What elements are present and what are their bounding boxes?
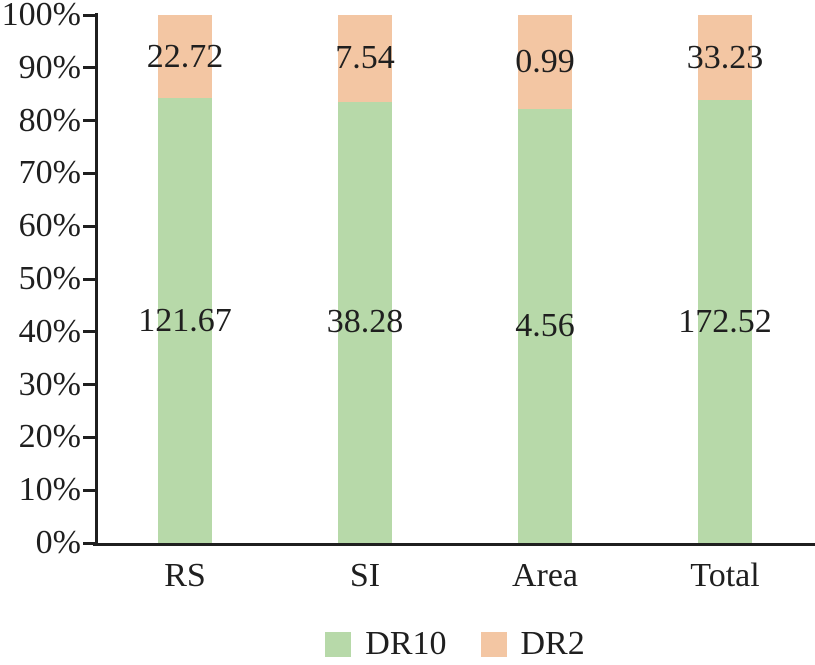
bar-segment-dr10-total — [698, 100, 752, 543]
y-axis-tick-label: 80% — [18, 101, 81, 139]
y-axis-tick-mark — [83, 66, 95, 70]
x-axis-label-total: Total — [690, 557, 760, 594]
y-axis-tick-mark — [83, 488, 95, 492]
data-label-dr10-si: 38.28 — [326, 303, 404, 341]
y-axis-tick-mark — [83, 224, 95, 228]
data-label-dr2-si: 7.54 — [335, 39, 395, 77]
y-axis-tick-label: 70% — [18, 154, 81, 192]
y-axis-tick-label: 30% — [18, 365, 81, 403]
y-axis-tick-mark — [83, 13, 95, 17]
legend-label-dr2: DR2 — [520, 625, 585, 662]
data-label-dr2-rs: 22.72 — [146, 37, 224, 75]
legend-item-dr2: DR2 — [480, 625, 585, 662]
y-axis-tick-mark — [83, 383, 95, 387]
y-axis-tick-label: 50% — [18, 260, 81, 297]
legend-item-dr10: DR10 — [325, 625, 447, 662]
bar-segment-dr10-rs — [158, 98, 212, 543]
chart-legend: DR10 DR2 — [95, 625, 815, 662]
data-label-dr2-total: 33.23 — [686, 38, 764, 76]
y-axis-tick-label: 100% — [1, 0, 81, 33]
legend-swatch-dr2-icon — [480, 631, 507, 657]
y-axis-tick-label: 40% — [18, 312, 81, 350]
data-label-dr10-area: 4.56 — [515, 307, 575, 345]
y-axis-tick-mark — [83, 330, 95, 334]
bar-segment-dr2-si — [338, 15, 392, 102]
y-axis-tick-label: 10% — [18, 471, 81, 509]
data-label-dr10-total: 172.52 — [678, 302, 772, 340]
x-axis-label-rs: RS — [164, 557, 206, 594]
legend-swatch-dr10-icon — [325, 631, 352, 657]
bar-segment-dr2-total — [698, 15, 752, 101]
y-axis-tick-label: 60% — [18, 207, 81, 245]
data-label-dr10-rs: 121.67 — [138, 301, 232, 339]
y-axis-tick-mark — [83, 119, 95, 123]
data-label-dr2-area: 0.99 — [515, 43, 575, 81]
x-axis-label-si: SI — [349, 557, 381, 594]
bar-segment-dr10-si — [338, 101, 392, 543]
y-axis-tick-mark — [83, 171, 95, 175]
legend-label-dr10: DR10 — [365, 625, 447, 662]
y-axis-line — [95, 13, 98, 546]
y-axis-tick-mark — [83, 435, 95, 439]
y-axis-tick-mark — [83, 277, 95, 281]
y-axis-tick-mark — [83, 541, 95, 545]
bar-segment-dr2-rs — [158, 15, 212, 99]
y-axis-tick-label: 20% — [18, 418, 81, 456]
bar-segment-dr2-area — [518, 15, 572, 110]
y-axis-tick-label: 90% — [18, 48, 81, 86]
x-axis-line — [93, 543, 815, 546]
y-axis-tick-label: 0% — [35, 524, 81, 561]
bar-segment-dr10-area — [518, 109, 572, 543]
x-axis-label-area: Area — [511, 557, 579, 594]
